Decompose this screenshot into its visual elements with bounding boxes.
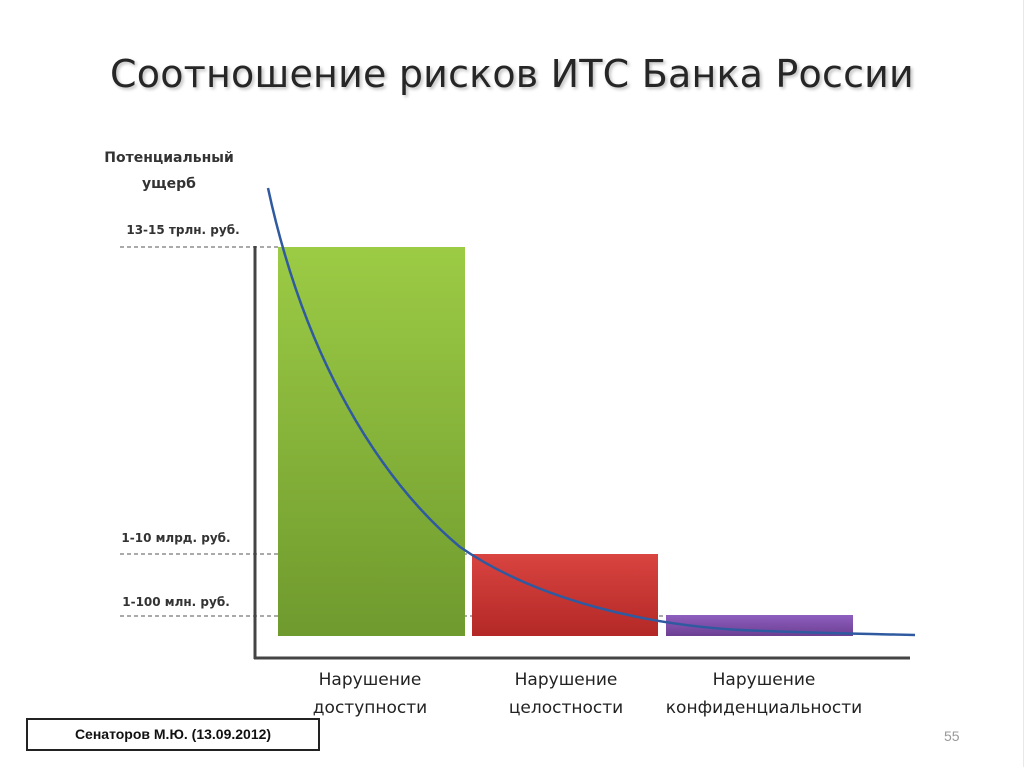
category-label-0-line-2: доступности xyxy=(313,698,427,718)
level-label-2: 1-100 млн. руб. xyxy=(122,595,230,609)
bar-availability xyxy=(278,247,465,636)
level-label-1: 1-10 млрд. руб. xyxy=(121,531,230,545)
y-axis-label-line-2: ущерб xyxy=(142,176,196,192)
category-label-2-line-1: Нарушение xyxy=(713,670,816,690)
slide-title: Соотношение рисков ИТС Банка России xyxy=(110,52,914,96)
bar-integrity xyxy=(472,554,658,636)
category-label-1-line-2: целостности xyxy=(509,698,623,718)
page-number: 55 xyxy=(944,728,960,744)
risk-curve xyxy=(266,187,916,637)
level-label-0: 13-15 трлн. руб. xyxy=(126,223,239,237)
category-label-1-line-1: Нарушение xyxy=(515,670,618,690)
category-label-0-line-1: Нарушение xyxy=(319,670,422,690)
category-label-2-line-2: конфиденциальности xyxy=(666,698,862,718)
bar-confidentiality xyxy=(666,615,853,636)
source-citation: Сенаторов М.Ю. (13.09.2012) xyxy=(26,718,320,751)
y-axis-label-line-1: Потенциальный xyxy=(104,150,234,166)
